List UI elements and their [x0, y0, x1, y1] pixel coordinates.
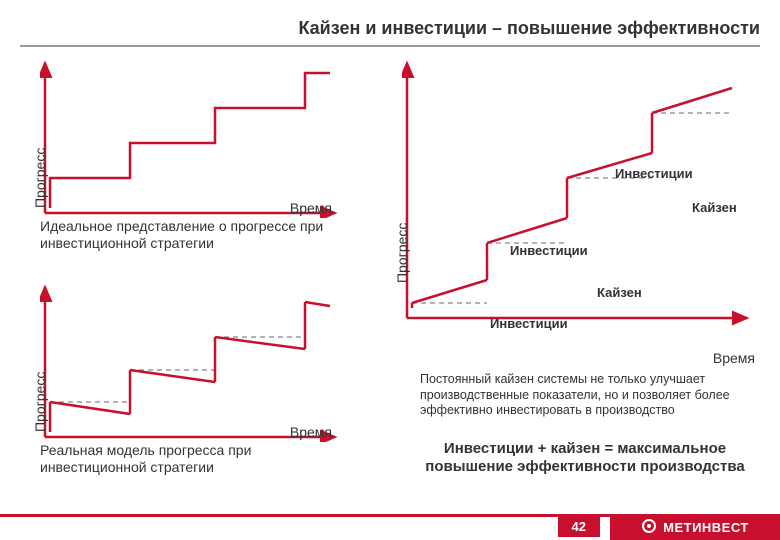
page-number: 42: [558, 516, 600, 537]
footer: 42 МЕТИНВЕСТ: [0, 514, 780, 540]
chart-real: Прогресс Время Реальная модель прогресса…: [18, 282, 343, 476]
annot-inv-bot: Инвестиции: [490, 316, 568, 331]
chart2-svg: [40, 282, 340, 442]
annot-kaizen-mid: Кайзен: [597, 285, 642, 300]
chart3-x-label: Время: [713, 350, 755, 366]
page-title: Кайзен и инвестиции – повышение эффектив…: [20, 18, 760, 47]
chart3-svg: [402, 58, 752, 338]
chart2-y-label: Прогресс: [32, 372, 48, 432]
chart1-svg: [40, 58, 340, 218]
brand-name: МЕТИНВЕСТ: [663, 520, 749, 535]
chart1-caption: Идеальное представление о прогрессе при …: [40, 218, 340, 252]
chart2-caption: Реальная модель прогресса при инвестицио…: [40, 442, 340, 476]
chart1-y-label: Прогресс: [32, 148, 48, 208]
brand-logo-icon: [641, 518, 657, 537]
annot-inv-mid: Инвестиции: [510, 243, 588, 258]
annot-kaizen-top: Кайзен: [692, 200, 737, 215]
chart3-conclusion: Инвестиции + кайзен = максимальное повыш…: [410, 440, 760, 476]
chart-ideal: Прогресс Время Идеальное представление о…: [18, 58, 343, 252]
annot-inv-top: Инвестиции: [615, 166, 693, 181]
chart3-y-label: Прогресс: [394, 223, 410, 283]
chart3-body: Постоянный кайзен системы не только улуч…: [420, 372, 750, 419]
brand-bar: МЕТИНВЕСТ: [610, 514, 780, 540]
chart-kaizen: Прогресс Инвестиции Кайзен Инвестиции Ка…: [380, 58, 765, 338]
slide: Кайзен и инвестиции – повышение эффектив…: [0, 0, 780, 540]
footer-left: 42: [0, 514, 610, 540]
